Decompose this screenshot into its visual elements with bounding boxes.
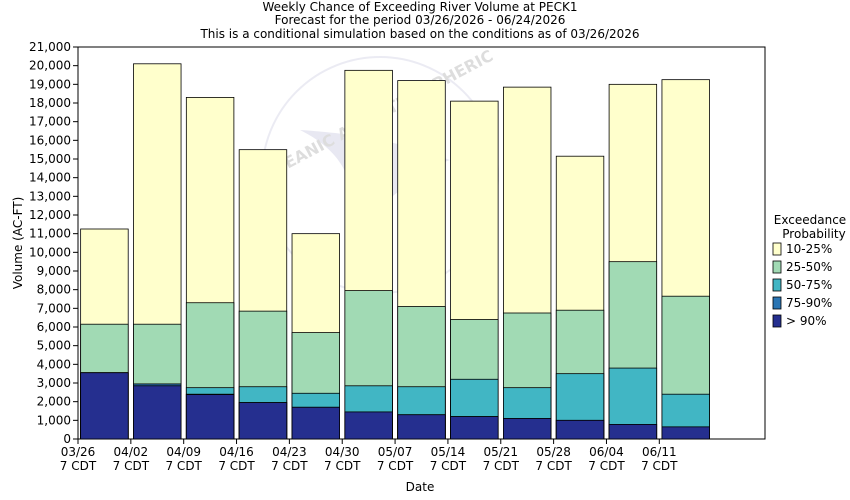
legend: Exceedance Probability 10-25% 25-50% 50-75…: [772, 213, 846, 328]
x-tick-label-date: 05/07: [378, 445, 413, 459]
legend-label: 10-25%: [786, 242, 832, 256]
bar-90-week-5: [291, 406, 340, 440]
bars-layer: [80, 63, 710, 440]
x-tick-label-time: 7 CDT: [588, 459, 625, 473]
bar-90-week-11: [608, 424, 658, 440]
bar-90-week-4: [238, 402, 288, 440]
chart-title: Weekly Chance of Exceeding River Volume …: [263, 0, 578, 14]
legend-title-2: Probability: [782, 227, 845, 241]
y-tick-label: 7,000: [37, 301, 71, 315]
legend-swatch: [772, 260, 782, 274]
y-tick-label: 10,000: [29, 245, 71, 259]
y-tick-label: 1,000: [37, 413, 71, 427]
x-axis-title: Date: [406, 480, 435, 494]
x-tick-label-date: 05/21: [483, 445, 518, 459]
y-tick-label: 8,000: [37, 283, 71, 297]
x-tick-label-time: 7 CDT: [324, 459, 361, 473]
x-tick-label-time: 7 CDT: [430, 459, 467, 473]
y-tick-label: 17,000: [29, 115, 71, 129]
x-tick-label-date: 03/26: [61, 445, 96, 459]
y-tick-label: 0: [63, 432, 71, 446]
bar-90-week-6: [344, 411, 393, 440]
legend-swatch: [772, 296, 782, 310]
bar-90-week-1: [80, 372, 129, 440]
y-tick-label: 18,000: [29, 96, 71, 110]
x-tick-label-time: 7 CDT: [377, 459, 414, 473]
legend-title-1: Exceedance: [774, 213, 846, 227]
bar-90-week-12: [661, 426, 710, 440]
y-tick-label: 16,000: [29, 133, 71, 147]
y-tick-label: 21,000: [29, 40, 71, 54]
bar-90-week-7: [397, 414, 446, 440]
y-tick-label: 20,000: [29, 59, 71, 73]
bar-90-week-8: [450, 416, 499, 440]
x-tick-label-date: 04/16: [219, 445, 254, 459]
x-tick-label-time: 7 CDT: [535, 459, 572, 473]
chart-subtitle-2: This is a conditional simulation based o…: [199, 27, 639, 41]
bar-90-week-2: [133, 385, 182, 440]
x-tick-label-date: 04/23: [272, 445, 307, 459]
y-tick-label: 2,000: [37, 395, 71, 409]
legend-label: 50-75%: [786, 278, 832, 292]
bar-90-week-9: [503, 418, 552, 440]
bar-90-week-10: [555, 419, 605, 440]
x-tick-label-time: 7 CDT: [641, 459, 678, 473]
x-tick-label-date: 06/11: [642, 445, 677, 459]
x-tick-label-date: 04/30: [325, 445, 360, 459]
y-tick-label: 3,000: [37, 376, 71, 390]
y-tick-label: 4,000: [37, 357, 71, 371]
y-tick-label: 15,000: [29, 152, 71, 166]
x-tick-label-date: 05/28: [536, 445, 571, 459]
legend-swatch: [772, 314, 782, 328]
y-tick-label: 6,000: [37, 320, 71, 334]
x-tick-label-time: 7 CDT: [165, 459, 202, 473]
y-tick-label: 5,000: [37, 339, 71, 353]
x-tick-label-date: 05/14: [431, 445, 466, 459]
y-tick-label: 14,000: [29, 171, 71, 185]
legend-label: 25-50%: [786, 260, 832, 274]
x-tick-label-time: 7 CDT: [218, 459, 255, 473]
y-tick-label: 19,000: [29, 77, 71, 91]
y-tick-label: 9,000: [37, 264, 71, 278]
bar-90-week-3: [185, 394, 235, 440]
legend-swatch: [772, 242, 782, 256]
legend-items: 10-25% 25-50% 50-75% 75-90% > 90%: [772, 242, 832, 328]
y-tick-label: 13,000: [29, 189, 71, 203]
y-tick-label: 12,000: [29, 208, 71, 222]
legend-label: > 90%: [786, 314, 827, 328]
x-tick-label-time: 7 CDT: [60, 459, 97, 473]
x-tick-label-date: 06/04: [589, 445, 624, 459]
x-tick-label-time: 7 CDT: [113, 459, 150, 473]
x-tick-label-date: 04/09: [166, 445, 201, 459]
x-tick-label-time: 7 CDT: [271, 459, 308, 473]
legend-label: 75-90%: [786, 296, 832, 310]
y-axis: 0 1,000 2,000 3,000 4,000 5,000 6,000 7,000 8,00…: [29, 40, 78, 446]
chart-subtitle-1: Forecast for the period 03/26/2026 - 06/…: [275, 13, 566, 27]
y-tick-label: 11,000: [29, 227, 71, 241]
x-tick-label-time: 7 CDT: [483, 459, 520, 473]
legend-swatch: [772, 278, 782, 292]
x-tick-label-date: 04/02: [114, 445, 149, 459]
y-axis-title: Volume (AC-FT): [11, 197, 25, 290]
